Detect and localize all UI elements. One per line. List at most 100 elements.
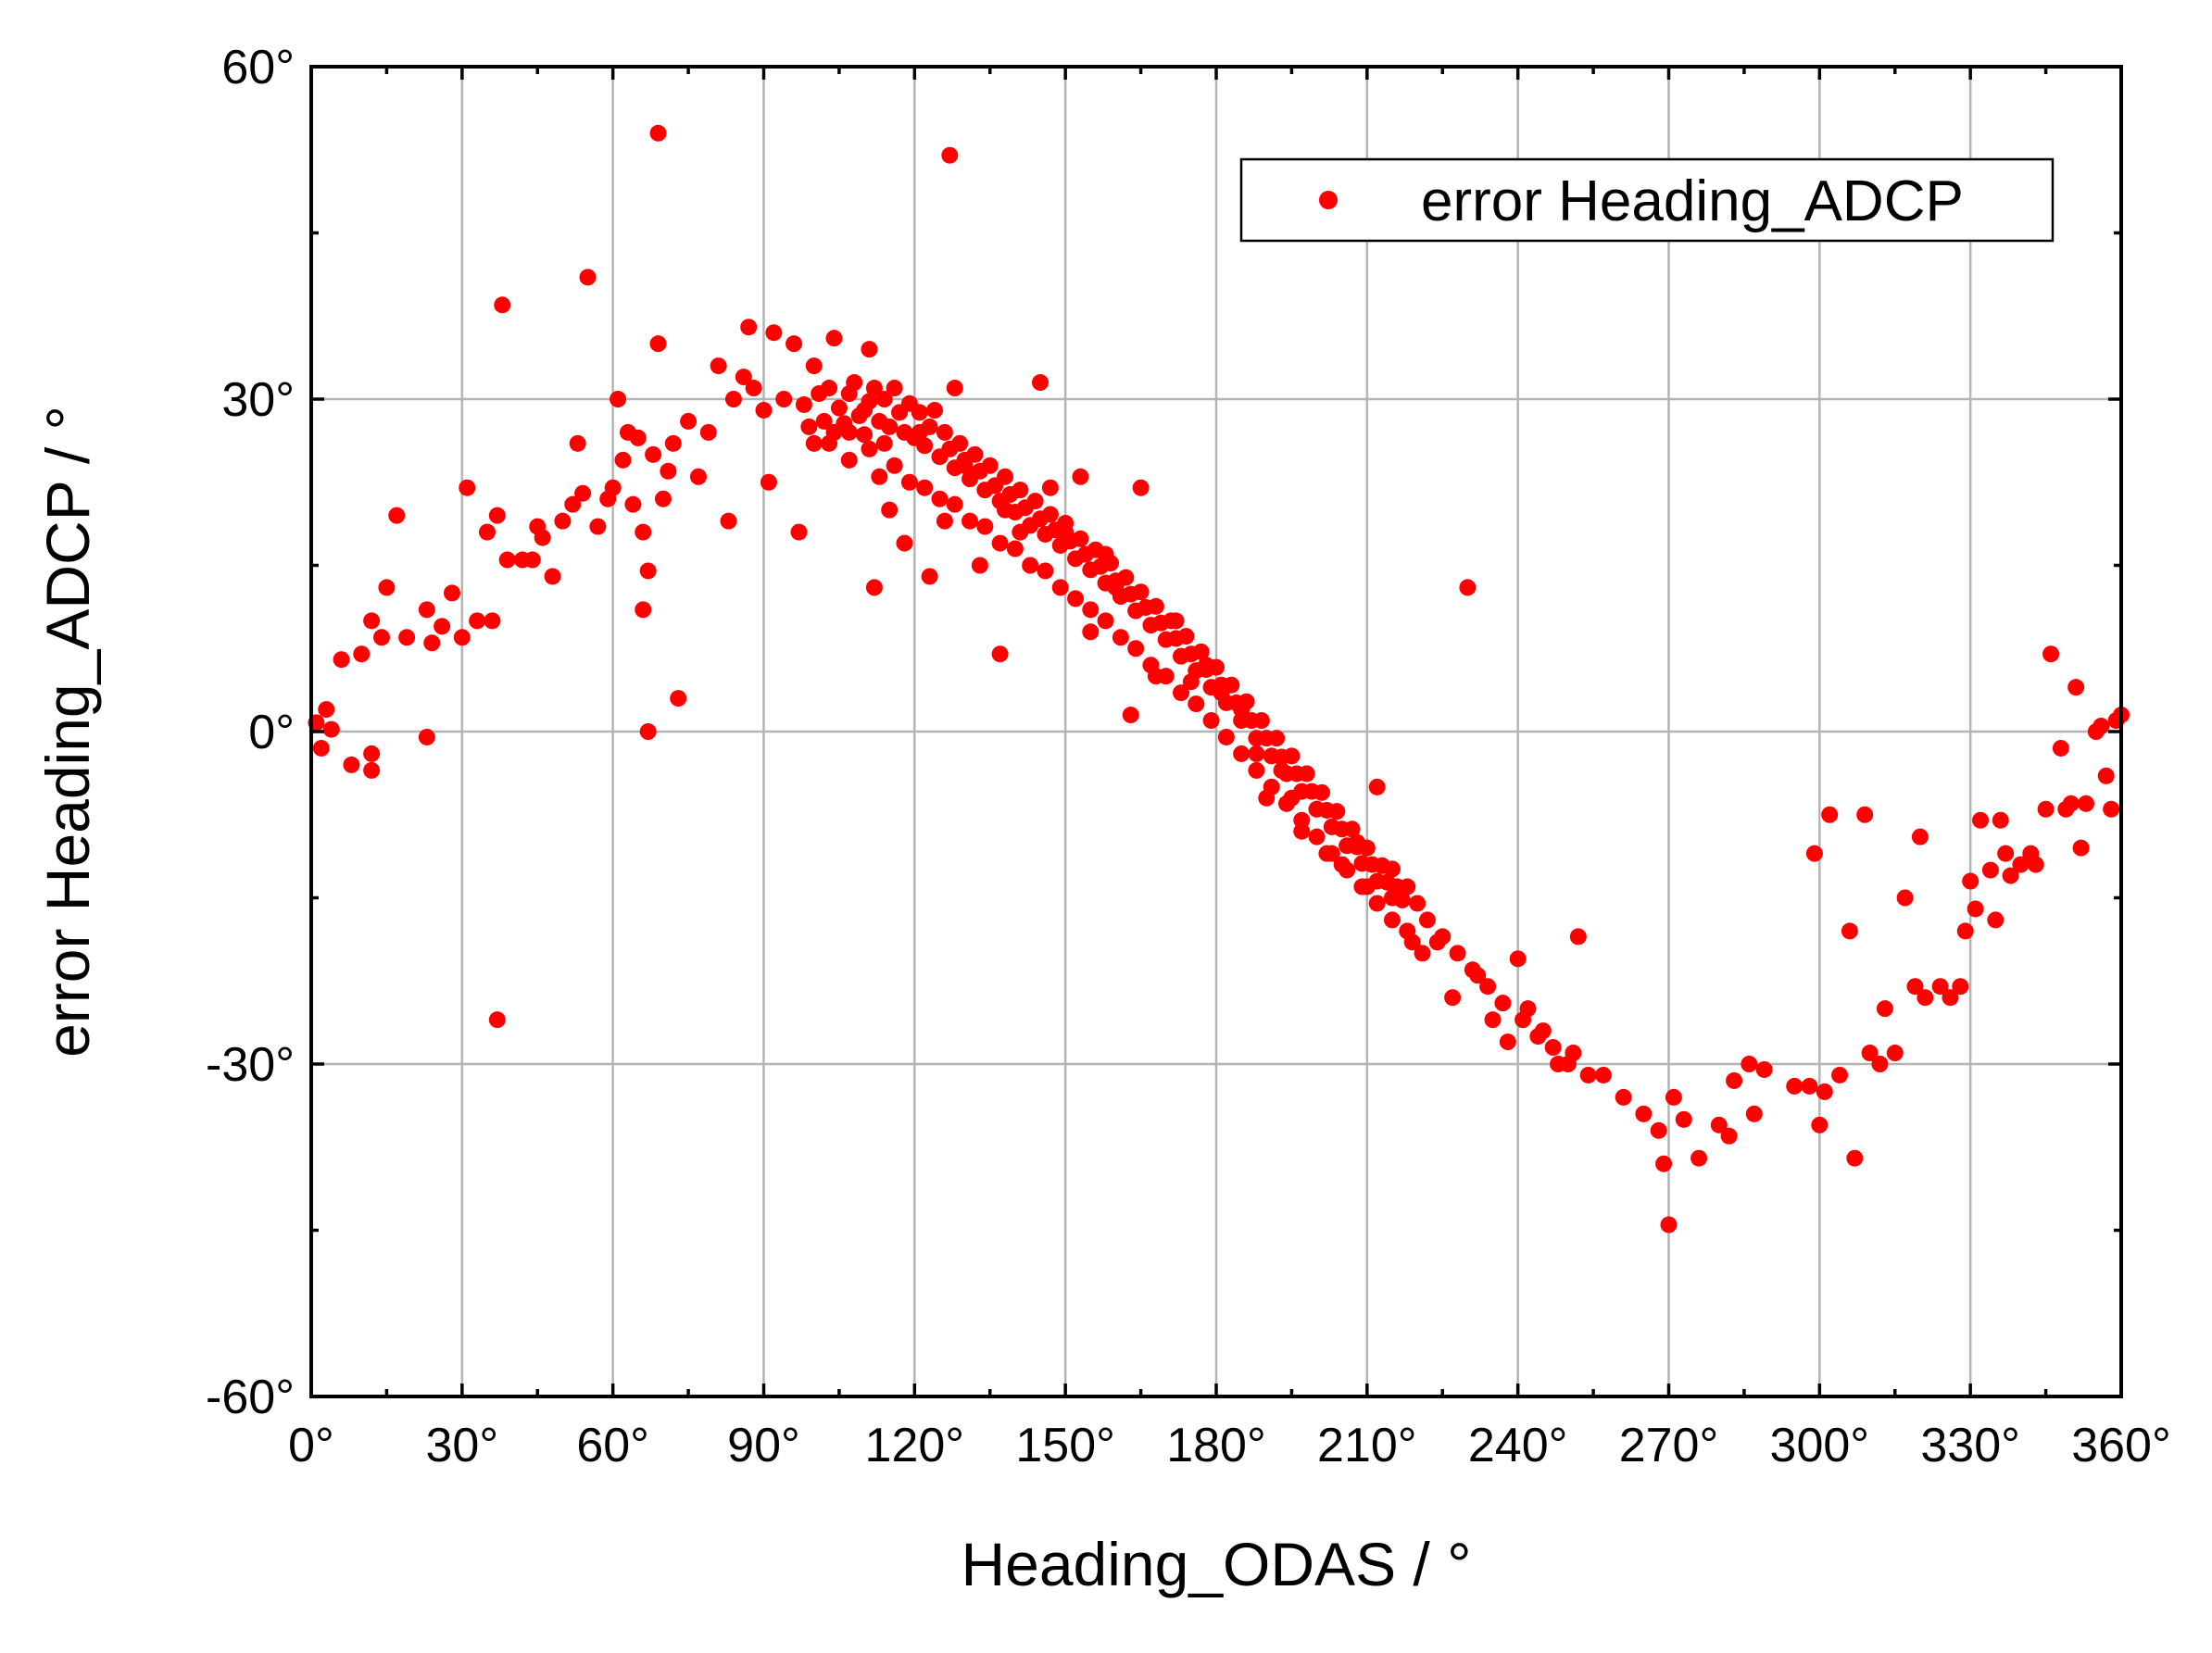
data-point [318,701,335,719]
data-point [418,728,435,745]
data-point [614,451,632,469]
data-point [946,495,963,513]
data-point [1635,1105,1653,1122]
data-point [1122,707,1139,724]
data-point [805,434,823,452]
data-point [1544,1039,1562,1057]
legend: error Heading_ADCP [1239,157,2055,243]
data-point [469,612,486,630]
data-point [1972,811,1990,829]
data-point [629,429,647,446]
data-point [1132,479,1150,496]
x-tick-label: 240° [1468,1419,1568,1472]
data-point [840,451,858,469]
data-point [861,440,878,457]
data-point [971,557,988,574]
data-point [1931,978,1949,996]
data-point [926,401,944,419]
data-point [911,404,928,421]
data-point [418,601,435,619]
data-point [981,457,999,474]
data-point [322,720,340,738]
x-tick-label: 180° [1166,1419,1266,1472]
data-point [1981,861,1999,879]
data-point [494,296,511,314]
data-point [1102,555,1120,572]
data-point [1741,1056,1758,1072]
data-point [1434,928,1452,945]
data-point [1956,922,1974,940]
data-point [1816,1083,1833,1100]
data-point [1248,761,1265,779]
data-point [1067,590,1085,607]
data-point [498,551,516,569]
data-point [1514,1011,1532,1029]
data-point [1444,989,1462,1007]
data-point [850,407,868,424]
x-tick-label: 0° [288,1419,334,1472]
data-point [881,501,899,519]
data-point [2103,800,2120,818]
data-point [1786,1077,1804,1095]
grid-layer [311,67,2121,1396]
data-point [1283,747,1301,765]
data-point [871,468,888,485]
y-tick-label: 0° [248,706,295,759]
data-point [896,534,913,552]
data-point [755,401,773,419]
data-point [1952,978,1969,996]
data-point [936,423,953,441]
data-point [2078,795,2095,812]
data-point [991,534,1009,552]
data-point [1821,806,1839,823]
data-point [649,124,667,142]
data-point [488,1011,506,1029]
data-point [1188,695,1205,713]
data-point [1057,515,1075,532]
data-point [574,484,592,502]
data-point [363,761,381,779]
data-point [649,335,667,353]
data-point [1665,1088,1682,1106]
data-point [1831,1066,1849,1083]
data-point [1157,668,1175,685]
data-point [1449,945,1466,962]
data-point [1987,911,2005,929]
data-point [760,473,777,491]
data-point [861,341,878,358]
data-point [2093,718,2110,735]
data-point [1414,945,1431,962]
data-point [2027,856,2044,873]
legend-marker [1319,191,1338,209]
data-point [830,399,848,417]
data-point [1886,1045,1904,1062]
data-point [333,651,350,669]
data-point [1223,676,1240,694]
x-tick-label: 90° [727,1419,800,1472]
data-point [900,473,918,491]
data-point [931,490,949,507]
data-point [1755,1060,1773,1078]
data-point [1358,839,1376,857]
data-point [1841,922,1858,940]
data-point [1248,745,1265,762]
x-tick-label: 30° [426,1419,499,1472]
data-point [1006,540,1024,557]
data-point [1962,872,1979,890]
data-point [1529,1028,1547,1046]
data-point [775,391,793,407]
data-point [423,634,441,652]
data-point [1238,693,1255,710]
x-axis-label: Heading_ODAS / ° [961,1530,1471,1598]
data-point [1368,895,1386,912]
data-point [1690,1149,1708,1167]
data-point [946,380,963,397]
data-point [635,523,652,541]
data-point [398,629,416,646]
data-point [1942,989,1959,1007]
y-axis-label: error Heading_ADCP / ° [33,406,102,1058]
data-point [991,645,1009,663]
data-point [1383,911,1401,929]
data-point [2072,839,2090,857]
data-point [951,434,969,452]
